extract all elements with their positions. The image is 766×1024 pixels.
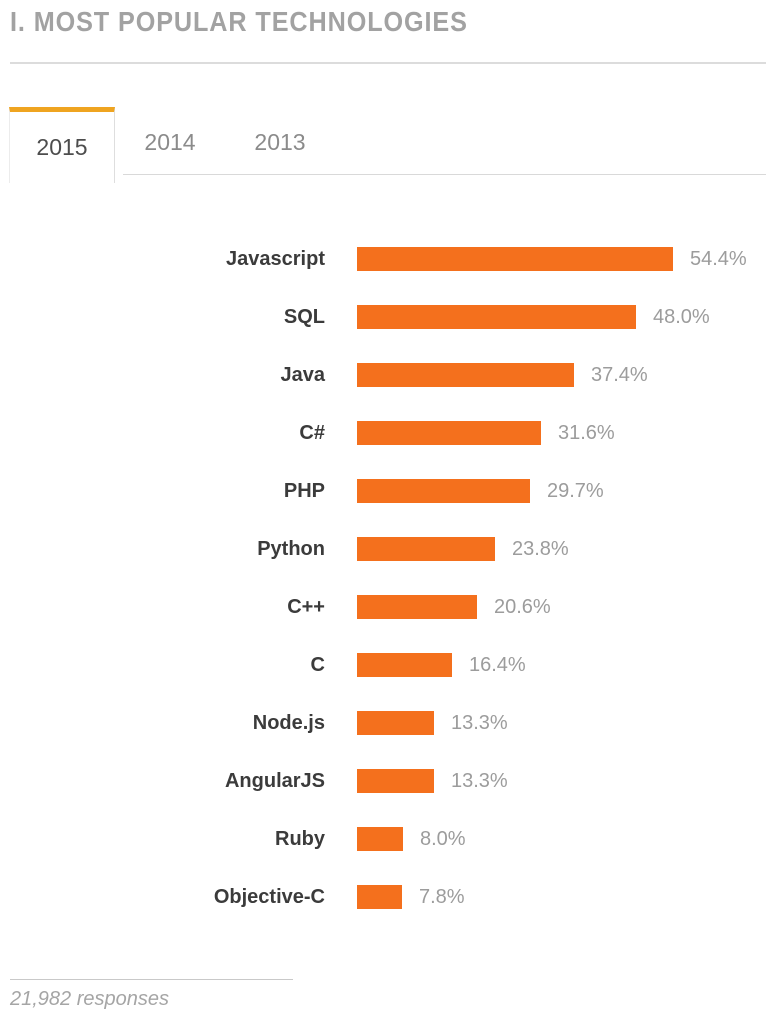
category-label: Node.js <box>252 711 325 734</box>
category-label: Java <box>280 363 326 386</box>
chart-row: Node.js 13.3% <box>0 694 766 752</box>
bar <box>357 421 541 445</box>
tab-2015[interactable]: 2015 <box>9 107 115 183</box>
category-label: C <box>310 653 325 676</box>
category-label: Objective-C <box>213 885 325 908</box>
value-label: 16.4% <box>469 653 526 676</box>
tab-label: 2013 <box>254 128 306 155</box>
category-label: Ruby <box>275 827 325 850</box>
page-title: I. MOST POPULAR TECHNOLOGIES <box>10 6 468 37</box>
value-label: 23.8% <box>512 537 569 560</box>
tab-2014[interactable]: 2014 <box>115 107 225 177</box>
bar <box>357 653 452 677</box>
bar-track: 20.6% <box>357 595 551 619</box>
value-label: 54.4% <box>690 247 747 270</box>
bar-track: 23.8% <box>357 537 569 561</box>
category-label: C# <box>299 421 325 444</box>
chart-row: Ruby 8.0% <box>0 810 766 868</box>
tab-bar-underline <box>123 174 766 175</box>
bar <box>357 247 673 271</box>
header-divider <box>10 62 766 64</box>
bar-track: 16.4% <box>357 653 526 677</box>
value-label: 20.6% <box>494 595 551 618</box>
bar <box>357 363 574 387</box>
tab-label: 2015 <box>36 134 88 160</box>
value-label: 37.4% <box>591 363 648 386</box>
value-label: 8.0% <box>420 827 466 850</box>
chart-row: Javascript 54.4% <box>0 230 766 288</box>
category-label: C++ <box>287 595 325 618</box>
bar <box>357 885 402 909</box>
tab-label: 2014 <box>144 128 196 155</box>
category-label: Javascript <box>226 247 325 270</box>
bar <box>357 711 434 735</box>
year-tab-bar: 2015 2014 2013 <box>9 107 766 183</box>
bar <box>357 479 530 503</box>
value-label: 7.8% <box>419 885 465 908</box>
tab-2013[interactable]: 2013 <box>225 107 335 177</box>
bar-track: 7.8% <box>357 885 465 909</box>
value-label: 29.7% <box>547 479 604 502</box>
value-label: 31.6% <box>558 421 615 444</box>
chart-row: Java 37.4% <box>0 346 766 404</box>
chart-row: C++ 20.6% <box>0 578 766 636</box>
bar-track: 13.3% <box>357 769 508 793</box>
chart-row: PHP 29.7% <box>0 462 766 520</box>
value-label: 13.3% <box>451 711 508 734</box>
bar-track: 37.4% <box>357 363 648 387</box>
category-label: PHP <box>283 479 325 502</box>
value-label: 13.3% <box>451 769 508 792</box>
category-label: Python <box>257 537 325 560</box>
bar <box>357 595 477 619</box>
bar-track: 31.6% <box>357 421 615 445</box>
bar-track: 13.3% <box>357 711 508 735</box>
chart-row: Python 23.8% <box>0 520 766 578</box>
bar <box>357 827 403 851</box>
chart-row: C 16.4% <box>0 636 766 694</box>
footer-divider <box>10 979 293 980</box>
chart-row: SQL 48.0% <box>0 288 766 346</box>
bar-track: 29.7% <box>357 479 604 503</box>
bar-track: 54.4% <box>357 247 747 271</box>
chart-row: Objective-C 7.8% <box>0 868 766 926</box>
popular-technologies-bar-chart: Javascript 54.4% SQL 48.0% Java 37.4% C# 31.6% P… <box>0 230 766 926</box>
bar-track: 8.0% <box>357 827 466 851</box>
bar <box>357 305 636 329</box>
responses-count: 21,982 responses <box>10 988 170 1010</box>
chart-row: C# 31.6% <box>0 404 766 462</box>
bar <box>357 769 434 793</box>
category-label: SQL <box>283 305 325 328</box>
bar-track: 48.0% <box>357 305 710 329</box>
bar <box>357 537 495 561</box>
category-label: AngularJS <box>224 769 325 792</box>
chart-row: AngularJS 13.3% <box>0 752 766 810</box>
value-label: 48.0% <box>653 305 710 328</box>
